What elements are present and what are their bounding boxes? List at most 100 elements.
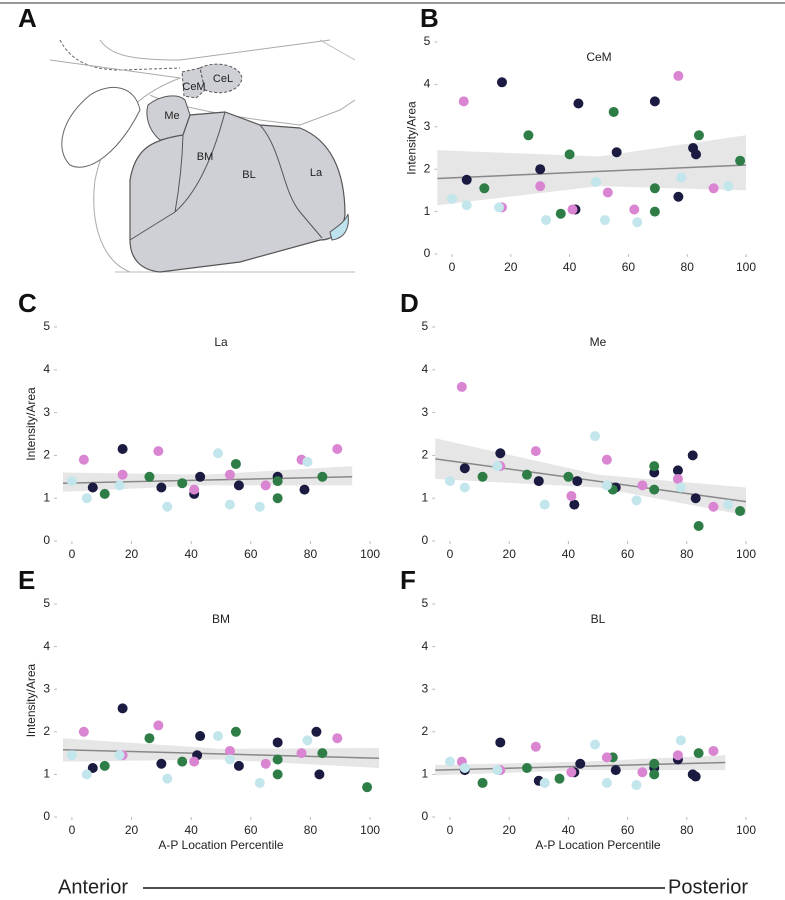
data-point — [535, 181, 546, 192]
y-tick-label: 5 — [422, 319, 429, 333]
y-axis-label: Intensity/Area — [404, 101, 418, 175]
x-tick-label: 20 — [125, 547, 139, 561]
y-axis-label: Intensity/Area — [24, 663, 38, 737]
data-point — [530, 741, 541, 752]
data-point — [601, 480, 612, 491]
x-tick-label: 60 — [621, 823, 635, 837]
data-point — [687, 450, 698, 461]
data-point — [492, 765, 503, 776]
data-point — [87, 763, 98, 774]
data-point — [459, 463, 470, 474]
x-tick-label: 40 — [562, 823, 576, 837]
data-point — [156, 482, 167, 493]
data-point — [114, 750, 125, 761]
data-point — [459, 763, 470, 774]
data-point — [632, 217, 643, 228]
x-tick-label: 100 — [360, 547, 380, 561]
footer-start: Anterior — [58, 876, 128, 898]
confidence-band — [437, 135, 746, 206]
data-point — [87, 482, 98, 493]
y-tick-label: 2 — [422, 448, 429, 462]
x-tick-label: 40 — [185, 823, 199, 837]
fit-line — [62, 476, 353, 484]
data-point — [224, 499, 235, 510]
data-point — [213, 448, 224, 459]
region — [329, 213, 349, 241]
region — [199, 63, 243, 94]
data-point — [690, 493, 701, 504]
x-tick-label: 80 — [681, 260, 695, 274]
region-label: Me — [164, 110, 179, 122]
data-point — [272, 737, 283, 748]
data-point — [317, 471, 328, 482]
y-tick-label: 1 — [424, 204, 431, 218]
y-tick-label: 3 — [43, 405, 50, 419]
data-point — [599, 215, 610, 226]
data-point — [461, 174, 472, 185]
x-axis-label: A-P Location Percentile — [535, 838, 661, 852]
data-point — [317, 748, 328, 759]
x-tick-label: 60 — [621, 547, 635, 561]
data-point — [459, 482, 470, 493]
data-point — [458, 96, 469, 107]
data-point — [735, 155, 746, 166]
data-point — [260, 758, 271, 769]
x-tick-label: 20 — [125, 823, 139, 837]
y-tick-label: 2 — [43, 724, 50, 738]
data-point — [78, 726, 89, 737]
data-point — [233, 480, 244, 491]
data-point — [445, 476, 455, 487]
x-tick-label: 100 — [736, 260, 756, 274]
data-point — [591, 176, 602, 187]
y-tick-label: 1 — [43, 767, 50, 781]
outline — [115, 39, 356, 273]
region — [181, 67, 206, 99]
data-point — [144, 733, 155, 744]
data-point — [492, 461, 503, 472]
data-point — [272, 754, 283, 765]
data-point — [78, 454, 89, 465]
data-point — [555, 208, 566, 219]
y-tick-label: 2 — [422, 724, 429, 738]
x-tick-label: 0 — [69, 823, 76, 837]
data-point — [445, 756, 455, 767]
data-point — [117, 469, 128, 480]
diagram: A CeM CeL Me BM BL La — [18, 3, 356, 273]
region-label: CeL — [213, 73, 233, 85]
data-point — [649, 96, 660, 107]
data-point — [153, 446, 164, 457]
data-point — [494, 202, 505, 213]
data-point — [723, 499, 734, 510]
data-point — [156, 758, 167, 769]
y-tick-label: 2 — [424, 161, 431, 175]
y-tick-label: 0 — [43, 809, 50, 823]
data-point — [162, 501, 173, 512]
y-tick-label: 1 — [43, 490, 50, 504]
data-point — [672, 465, 683, 476]
x-tick-label: 0 — [69, 547, 76, 561]
data-point — [601, 777, 612, 788]
outline — [59, 39, 181, 71]
data-point — [672, 473, 683, 484]
data-point — [66, 750, 77, 761]
data-point — [233, 760, 244, 771]
outline — [61, 87, 141, 168]
data-point — [254, 501, 265, 512]
data-point — [314, 769, 325, 780]
data-point — [521, 469, 532, 480]
data-point — [539, 499, 550, 510]
data-point — [649, 206, 660, 217]
data-point — [189, 484, 200, 495]
y-tick-label: 4 — [424, 77, 431, 91]
data-point — [631, 780, 642, 791]
x-tick-label: 100 — [736, 547, 756, 561]
data-point — [177, 756, 188, 767]
y-tick-label: 0 — [424, 246, 431, 260]
data-point — [566, 491, 577, 502]
footer-end: Posterior — [668, 876, 748, 898]
data-point — [495, 737, 506, 748]
chart-title: La — [214, 335, 228, 349]
chart-title: BM — [212, 612, 230, 626]
